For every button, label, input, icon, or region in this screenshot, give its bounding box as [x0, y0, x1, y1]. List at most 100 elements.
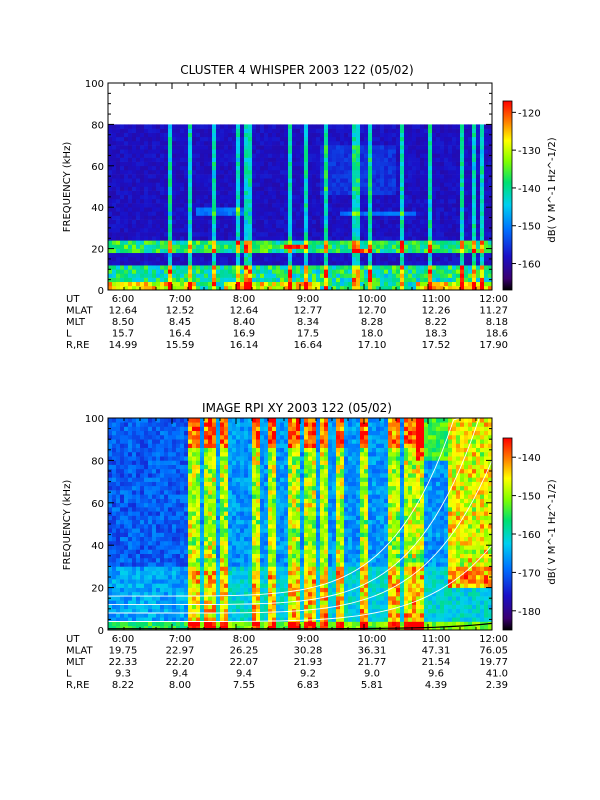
heatmap-cell: [272, 227, 277, 233]
heatmap-cell: [404, 132, 409, 138]
heatmap-cell: [116, 443, 121, 448]
heatmap-cell: [252, 124, 257, 129]
heatmap-cell: [328, 174, 333, 179]
heatmap-cell: [136, 124, 141, 129]
heatmap-cell: [332, 165, 337, 171]
heatmap-cell: [408, 261, 413, 266]
heatmap-cell: [440, 198, 445, 204]
ephemeris-value: 8.34: [297, 317, 319, 328]
heatmap-cell: [128, 621, 133, 627]
heatmap-cell: [220, 256, 225, 262]
heatmap-cell: [388, 248, 393, 254]
heatmap-cell: [312, 207, 317, 212]
heatmap-cell: [392, 153, 397, 158]
heatmap-cell: [284, 261, 289, 266]
heatmap-cell: [120, 473, 125, 478]
heatmap-cell: [432, 203, 437, 208]
heatmap-cell: [200, 132, 205, 138]
heatmap-cell: [488, 244, 493, 249]
heatmap-cell: [128, 285, 133, 291]
heatmap-cell: [152, 219, 157, 225]
heatmap-cell: [184, 128, 189, 133]
heatmap-cell: [156, 223, 161, 229]
heatmap-cell: [368, 236, 373, 241]
heatmap-cell: [272, 140, 277, 146]
heatmap-cell: [168, 194, 173, 200]
heatmap-cell: [404, 248, 409, 254]
heatmap-cell: [388, 182, 393, 187]
heatmap-cell: [448, 124, 453, 129]
heatmap-cell: [360, 223, 365, 229]
heatmap-cell: [180, 447, 185, 453]
heatmap-cell: [488, 190, 493, 196]
heatmap-cell: [176, 604, 181, 610]
heatmap-cell: [164, 124, 169, 129]
heatmap-cell: [360, 140, 365, 146]
heatmap-cell: [180, 277, 185, 283]
heatmap-cell: [476, 236, 481, 241]
heatmap-cell: [320, 244, 325, 249]
heatmap-cell: [148, 532, 153, 538]
heatmap-cell: [464, 132, 469, 138]
heatmap-cell: [108, 557, 113, 563]
heatmap-cell: [304, 128, 309, 133]
heatmap-cell: [400, 149, 405, 154]
heatmap-cell: [444, 244, 449, 249]
heatmap-cell: [208, 149, 213, 154]
heatmap-cell: [208, 211, 213, 216]
heatmap-cell: [368, 136, 373, 142]
heatmap-cell: [396, 215, 401, 220]
heatmap-cell: [140, 277, 145, 283]
heatmap-cell: [136, 545, 141, 550]
heatmap-cell: [108, 549, 113, 554]
heatmap-cell: [132, 536, 137, 542]
heatmap-cell: [164, 182, 169, 187]
heatmap-cell: [480, 281, 485, 287]
heatmap-cell: [432, 256, 437, 262]
heatmap-cell: [228, 244, 233, 249]
heatmap-cell: [436, 261, 441, 266]
heatmap-cell: [360, 198, 365, 204]
heatmap-cell: [436, 140, 441, 146]
heatmap-cell: [180, 511, 185, 516]
heatmap-cell: [164, 613, 169, 618]
heatmap-cell: [208, 265, 213, 270]
heatmap-cell: [332, 273, 337, 278]
heatmap-cell: [124, 587, 129, 593]
heatmap-cell: [184, 579, 189, 584]
heatmap-cell: [340, 186, 345, 191]
heatmap-cell: [204, 149, 209, 154]
heatmap-cell: [224, 153, 229, 158]
heatmap-cell: [300, 281, 305, 287]
heatmap-cell: [328, 256, 333, 262]
heatmap-cell: [180, 194, 185, 200]
heatmap-cell: [168, 545, 173, 550]
heatmap-cell: [304, 124, 309, 129]
heatmap-cell: [232, 190, 237, 196]
heatmap-cell: [420, 236, 425, 241]
heatmap-cell: [144, 169, 149, 175]
heatmap-cell: [448, 256, 453, 262]
heatmap-cell: [168, 232, 173, 237]
heatmap-cell: [180, 248, 185, 254]
heatmap-cell: [260, 149, 265, 154]
heatmap-cell: [448, 244, 453, 249]
heatmap-cell: [380, 265, 385, 270]
heatmap-cell: [304, 198, 309, 204]
heatmap-cell: [280, 194, 285, 200]
heatmap-cell: [120, 236, 125, 241]
heatmap-cell: [288, 207, 293, 212]
heatmap-cell: [152, 596, 157, 601]
heatmap-cell: [460, 261, 465, 266]
heatmap-cell: [112, 281, 117, 287]
heatmap-cell: [168, 203, 173, 208]
heatmap-cell: [296, 128, 301, 133]
heatmap-cell: [448, 265, 453, 270]
heatmap-cell: [180, 481, 185, 487]
heatmap-cell: [160, 473, 165, 478]
heatmap-cell: [228, 285, 233, 291]
heatmap-cell: [260, 169, 265, 175]
heatmap-cell: [152, 566, 157, 571]
ephemeris-value: 12.64: [109, 306, 138, 317]
heatmap-cell: [356, 265, 361, 270]
